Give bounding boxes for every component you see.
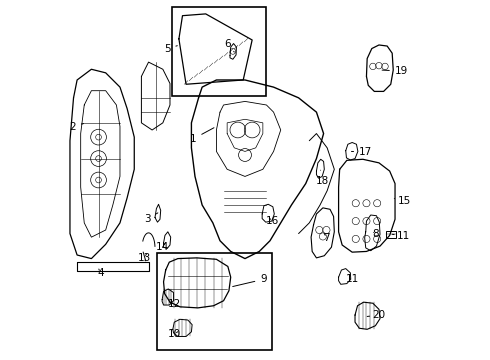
Text: 1: 1 [190,128,214,144]
Text: 14: 14 [155,242,169,252]
Text: 9: 9 [233,274,267,287]
Text: 3: 3 [145,213,158,224]
Text: 4: 4 [97,268,104,278]
Text: 6: 6 [224,39,234,52]
Text: 11: 11 [392,231,410,241]
Text: 12: 12 [168,299,181,309]
Text: 10: 10 [168,329,181,339]
Bar [172,7,267,96]
Bar [386,231,396,238]
Text: 11: 11 [346,274,360,284]
Text: 2: 2 [70,122,83,132]
Text: 19: 19 [382,66,408,76]
Text: 16: 16 [266,216,279,226]
Text: 18: 18 [316,170,329,186]
Text: 8: 8 [372,229,379,239]
Text: 5: 5 [164,44,177,54]
Text: 17: 17 [351,147,372,157]
Text: 15: 15 [394,197,411,206]
Text: 13: 13 [138,253,151,263]
Bar [157,253,272,350]
Text: 7: 7 [323,233,330,243]
Text: 20: 20 [367,310,386,320]
